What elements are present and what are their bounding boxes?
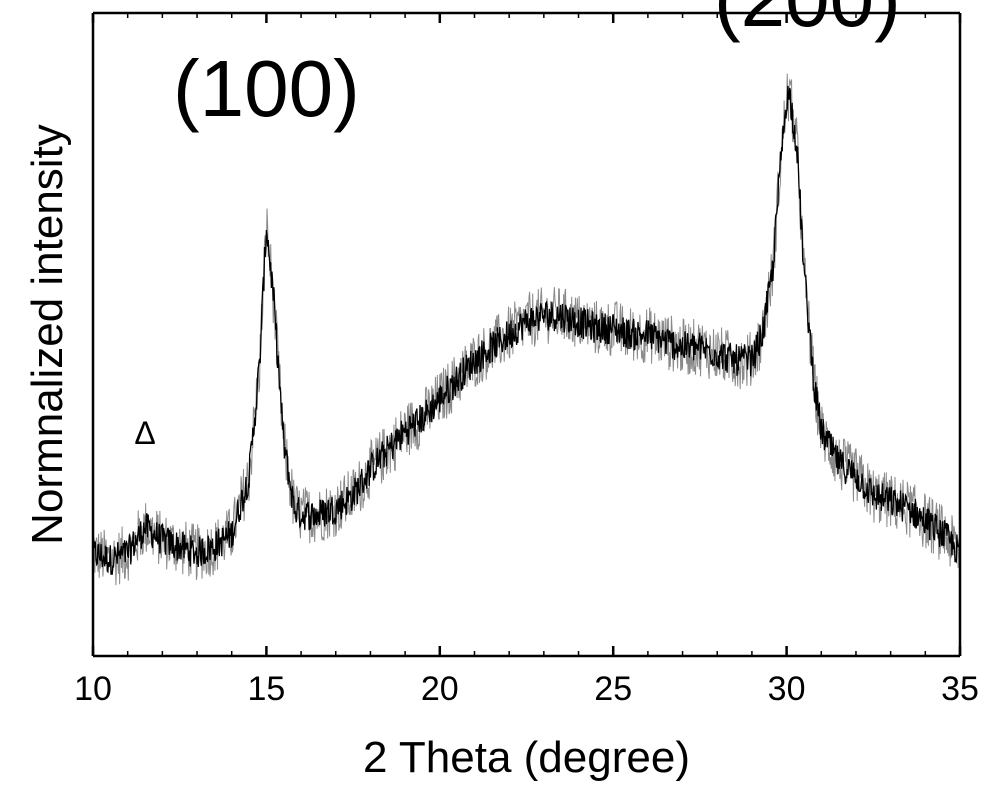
plot-area [93, 74, 960, 586]
peak-label: (200) [714, 0, 901, 43]
x-tick-label: 10 [74, 670, 112, 708]
delta-marker-label: Δ [134, 415, 155, 451]
x-axis-title: 2 Theta (degree) [363, 733, 690, 782]
y-axis-title: Normnalized intensity [23, 124, 72, 545]
x-tick-label: 35 [941, 670, 979, 708]
x-tick-label: 25 [594, 670, 632, 708]
series-noise-line [93, 74, 960, 586]
x-tick-label: 15 [247, 670, 285, 708]
annotations: (100) (200) Δ [134, 0, 900, 451]
peak-label: (100) [173, 44, 360, 133]
x-tick-label: 30 [768, 670, 806, 708]
x-tick-label: 20 [421, 670, 459, 708]
series-line [93, 86, 960, 575]
